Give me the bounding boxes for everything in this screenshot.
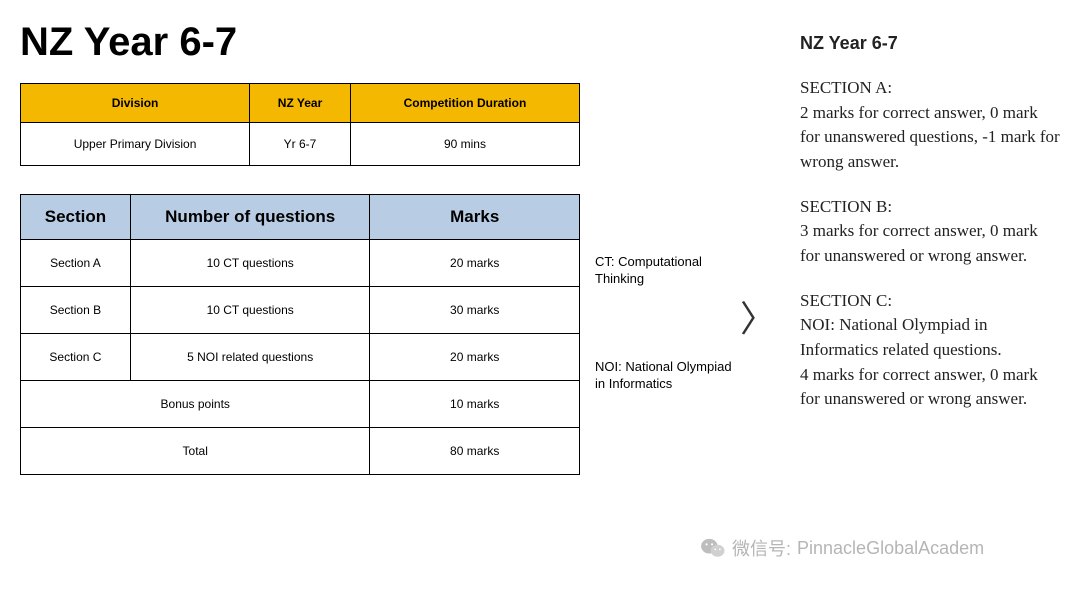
- th-nzyear: NZ Year: [250, 84, 351, 123]
- left-panel: NZ Year 6-7 Division NZ Year Competition…: [20, 20, 720, 475]
- table-row: Section B 10 CT questions 30 marks: [21, 287, 580, 334]
- cell-bonus-marks: 10 marks: [370, 381, 580, 428]
- cell-section: Section A: [21, 240, 131, 287]
- cell-marks: 30 marks: [370, 287, 580, 334]
- table-row: Section A 10 CT questions 20 marks: [21, 240, 580, 287]
- section-a-block: SECTION A: 2 marks for correct answer, 0…: [800, 76, 1060, 175]
- table-row: Section C 5 NOI related questions 20 mar…: [21, 334, 580, 381]
- wechat-icon: [700, 537, 726, 559]
- th-marks: Marks: [370, 195, 580, 240]
- cell-total-label: Total: [21, 428, 370, 475]
- section-b-block: SECTION B: 3 marks for correct answer, 0…: [800, 195, 1060, 269]
- sections-table: Section Number of questions Marks Sectio…: [20, 194, 580, 475]
- right-title: NZ Year 6-7: [800, 30, 1060, 56]
- section-a-label: SECTION A:: [800, 76, 1060, 101]
- watermark: 微信号: PinnacleGlobalAcadem: [700, 535, 984, 561]
- table-row-total: Total 80 marks: [21, 428, 580, 475]
- cell-numq: 5 NOI related questions: [130, 334, 370, 381]
- section-c-block: SECTION C: NOI: National Olympiad in Inf…: [800, 289, 1060, 412]
- cell-total-marks: 80 marks: [370, 428, 580, 475]
- watermark-account: PinnacleGlobalAcadem: [797, 538, 984, 559]
- sections-wrap: Section Number of questions Marks Sectio…: [20, 194, 720, 475]
- cell-section: Section C: [21, 334, 131, 381]
- cell-bonus-label: Bonus points: [21, 381, 370, 428]
- right-panel: NZ Year 6-7 SECTION A: 2 marks for corre…: [800, 30, 1060, 432]
- table-row: Upper Primary Division Yr 6-7 90 mins: [21, 123, 580, 166]
- th-duration: Competition Duration: [350, 84, 579, 123]
- th-division: Division: [21, 84, 250, 123]
- cell-section: Section B: [21, 287, 131, 334]
- cell-numq: 10 CT questions: [130, 240, 370, 287]
- division-table: Division NZ Year Competition Duration Up…: [20, 83, 580, 166]
- cell-marks: 20 marks: [370, 334, 580, 381]
- section-c-text: NOI: National Olympiad in Informatics re…: [800, 315, 1038, 408]
- section-c-label: SECTION C:: [800, 289, 1060, 314]
- th-section: Section: [21, 195, 131, 240]
- section-a-text: 2 marks for correct answer, 0 mark for u…: [800, 103, 1060, 171]
- cell-numq: 10 CT questions: [130, 287, 370, 334]
- section-b-text: 3 marks for correct answer, 0 mark for u…: [800, 221, 1038, 265]
- note-ct: CT: Computational Thinking: [595, 254, 745, 288]
- chevron-right-icon: 〉: [740, 290, 776, 342]
- table-row-bonus: Bonus points 10 marks: [21, 381, 580, 428]
- cell-duration: 90 mins: [350, 123, 579, 166]
- note-noi: NOI: National Olympiad in Informatics: [595, 359, 745, 393]
- cell-nzyear: Yr 6-7: [250, 123, 351, 166]
- watermark-label: 微信号:: [732, 535, 791, 561]
- cell-division: Upper Primary Division: [21, 123, 250, 166]
- section-b-label: SECTION B:: [800, 195, 1060, 220]
- th-numq: Number of questions: [130, 195, 370, 240]
- cell-marks: 20 marks: [370, 240, 580, 287]
- page-title: NZ Year 6-7: [20, 20, 720, 65]
